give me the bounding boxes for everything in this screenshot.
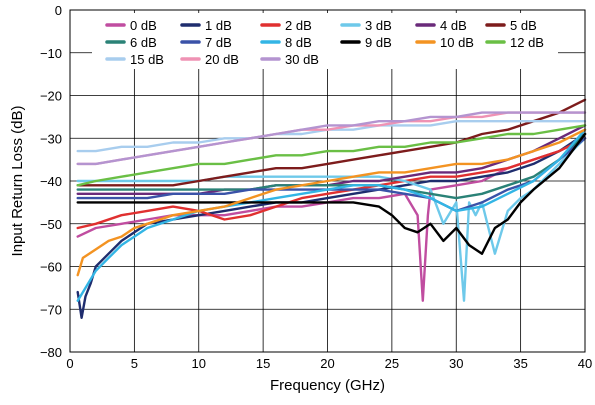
y-tick-label-2: −20 [40, 89, 62, 104]
y-tick-label-1: −10 [40, 46, 62, 61]
x-tick-label-6: 30 [449, 356, 463, 371]
y-tick-label-3: −30 [40, 131, 62, 146]
y-tick-label-8: −80 [40, 345, 62, 360]
legend: 0 dB 1 dB 2 dB 3 dB 4 dB 5 dB 6 dB 7 dB 8 dB 9 dB… [92, 13, 558, 69]
series-line-7-db [78, 138, 585, 211]
legend-label-6-db: 6 dB [130, 35, 157, 50]
x-tick-label-8: 40 [578, 356, 592, 371]
x-tick-label-4: 20 [320, 356, 334, 371]
legend-label-3-db: 3 dB [365, 18, 392, 33]
legend-label-4-db: 4 dB [440, 18, 467, 33]
legend-label-8-db: 8 dB [285, 35, 312, 50]
x-axis-label: Frequency (GHz) [270, 377, 385, 394]
legend-label-9-db: 9 dB [365, 35, 392, 50]
legend-label-2-db: 2 dB [285, 18, 312, 33]
y-tick-label-0: 0 [55, 3, 62, 18]
legend-label-15-db: 15 dB [130, 52, 164, 67]
y-tick-label-4: −40 [40, 174, 62, 189]
legend-label-12-db: 12 dB [510, 35, 544, 50]
x-tick-label-2: 10 [192, 356, 206, 371]
x-tick-label-3: 15 [256, 356, 270, 371]
x-tick-label-0: 0 [66, 356, 73, 371]
legend-label-0-db: 0 dB [130, 18, 157, 33]
legend-label-5-db: 5 dB [510, 18, 537, 33]
legend-label-30-db: 30 dB [285, 52, 319, 67]
y-axis-label: Input Return Loss (dB) [9, 106, 26, 257]
legend-label-20-db: 20 dB [205, 52, 239, 67]
legend-label-7-db: 7 dB [205, 35, 232, 50]
x-tick-label-1: 5 [131, 356, 138, 371]
y-tick-label-5: −50 [40, 217, 62, 232]
x-tick-label-7: 35 [513, 356, 527, 371]
y-tick-label-6: −60 [40, 260, 62, 275]
series-lines [78, 100, 585, 318]
x-tick-label-5: 25 [385, 356, 399, 371]
y-tick-label-7: −70 [40, 302, 62, 317]
legend-label-10-db: 10 dB [440, 35, 474, 50]
legend-label-1-db: 1 dB [205, 18, 232, 33]
